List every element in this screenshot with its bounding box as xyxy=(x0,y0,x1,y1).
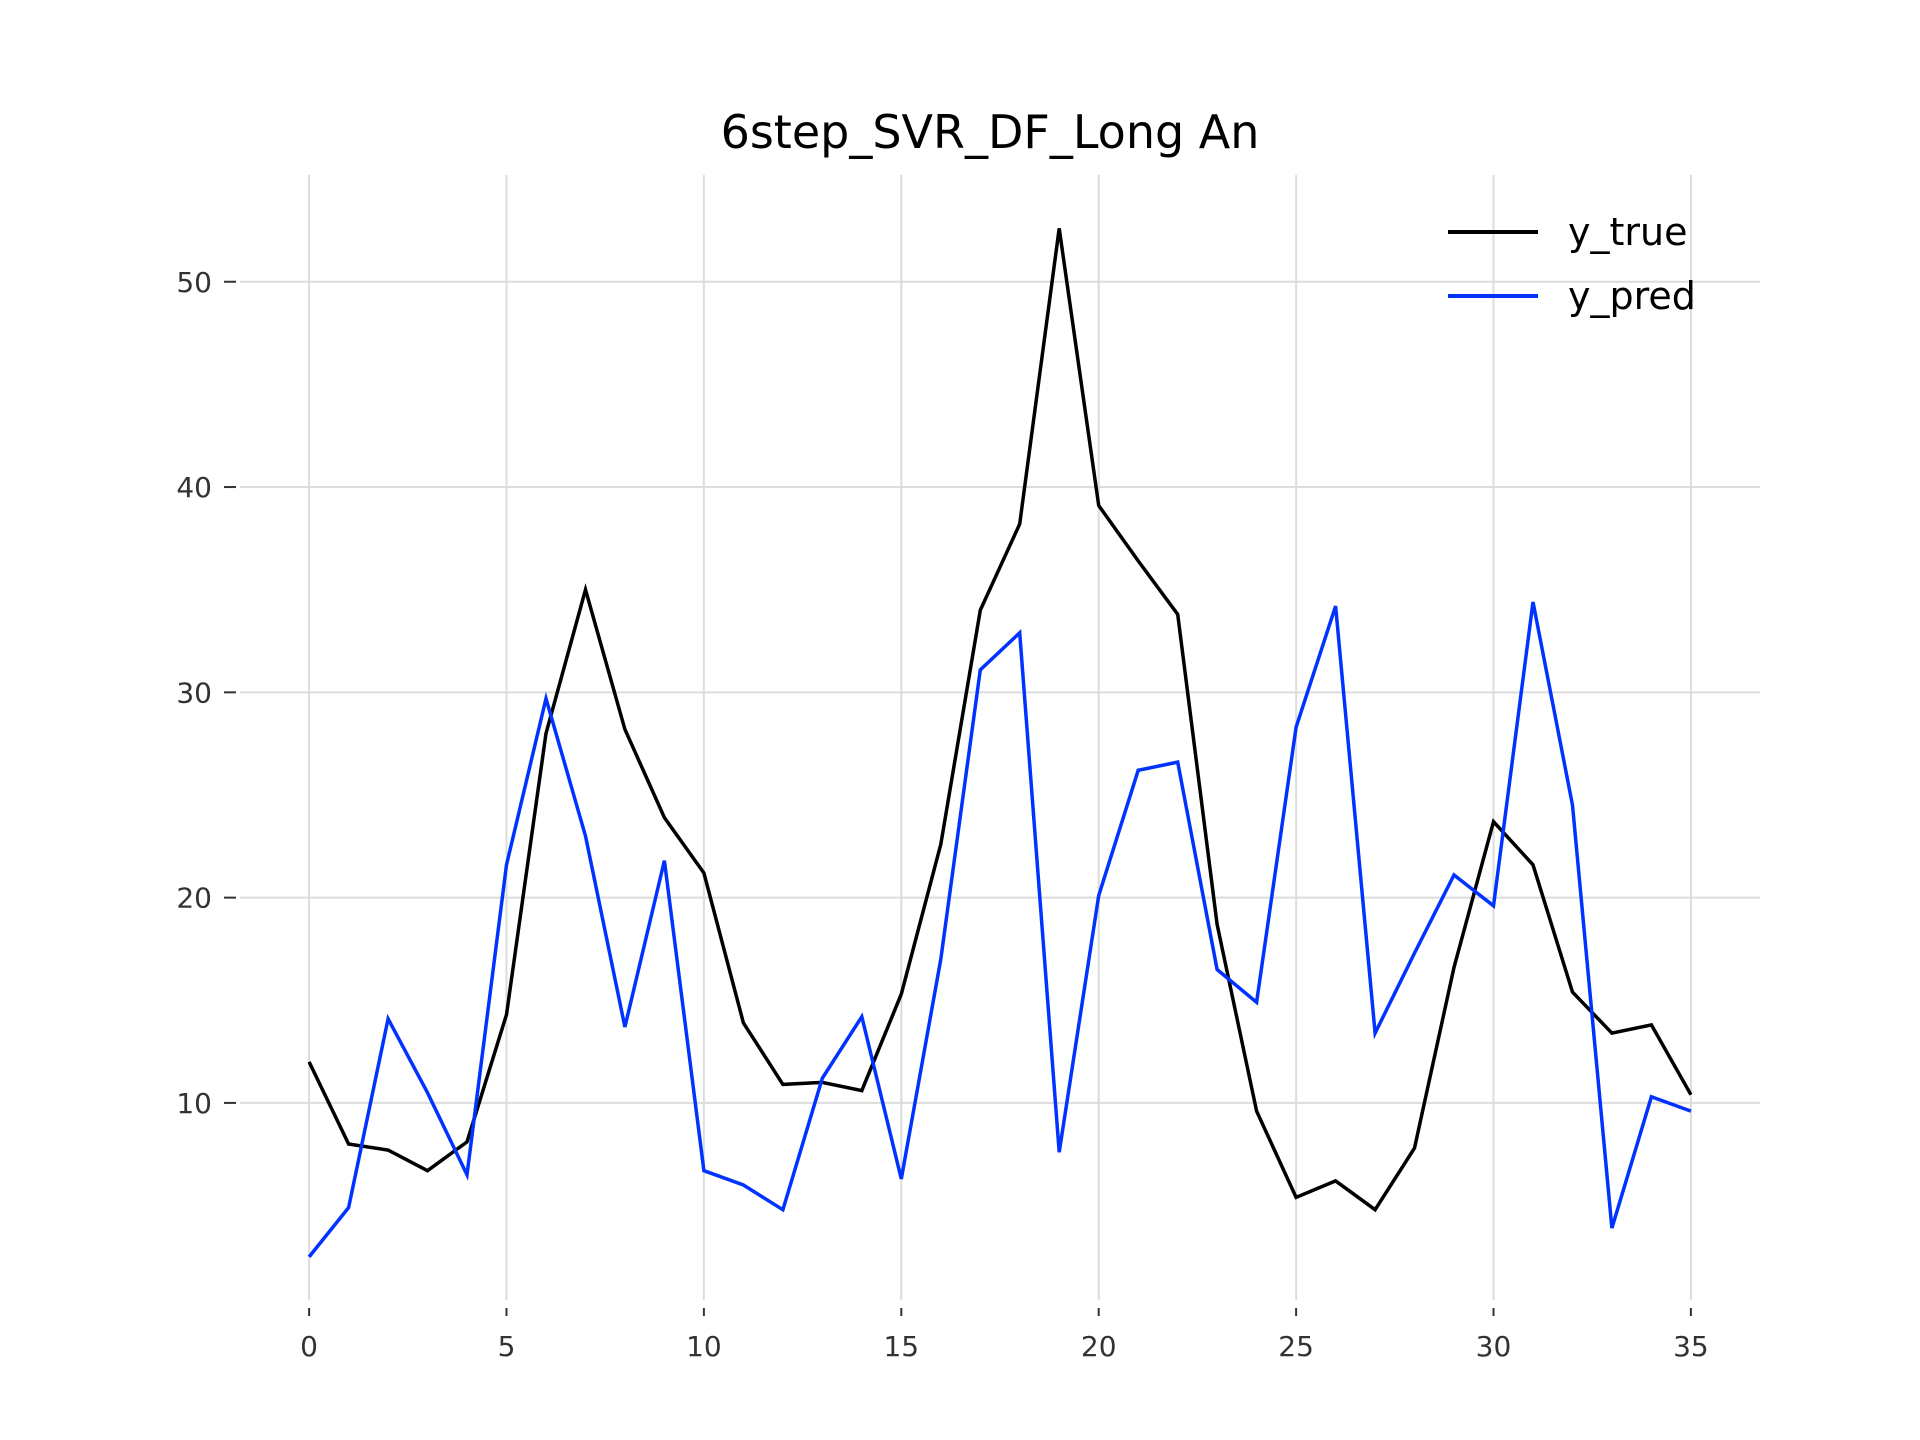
x-tick-label: 25 xyxy=(1278,1330,1314,1363)
y-tick-label: 20 xyxy=(176,882,212,915)
x-tick-label: 5 xyxy=(498,1330,516,1363)
x-tick-label: 35 xyxy=(1673,1330,1709,1363)
x-tick-label: 30 xyxy=(1476,1330,1512,1363)
series-line-y-true xyxy=(307,228,1693,1213)
series-line-y-pred xyxy=(307,601,1692,1258)
y-tick-label: 10 xyxy=(176,1087,212,1120)
x-tick-label: 15 xyxy=(883,1330,919,1363)
axis-layer: 0 5 10 15 20 25 30 35 10 20 30 40 50 xyxy=(176,266,1708,1363)
x-tick-label: 10 xyxy=(686,1330,722,1363)
y-tick-label: 40 xyxy=(176,471,212,504)
x-tick-label: 20 xyxy=(1081,1330,1117,1363)
y-tick-label: 50 xyxy=(176,266,212,299)
series-layer xyxy=(307,228,1693,1258)
grid-layer xyxy=(240,175,1760,1300)
x-tick-label: 0 xyxy=(300,1330,318,1363)
y-tick-label: 30 xyxy=(176,676,212,709)
chart-title: 6step_SVR_DF_Long An xyxy=(721,105,1260,159)
legend-label-y-true: y_true xyxy=(1568,210,1687,254)
legend: y_true y_pred xyxy=(1448,210,1696,318)
legend-label-y-pred: y_pred xyxy=(1568,274,1696,318)
